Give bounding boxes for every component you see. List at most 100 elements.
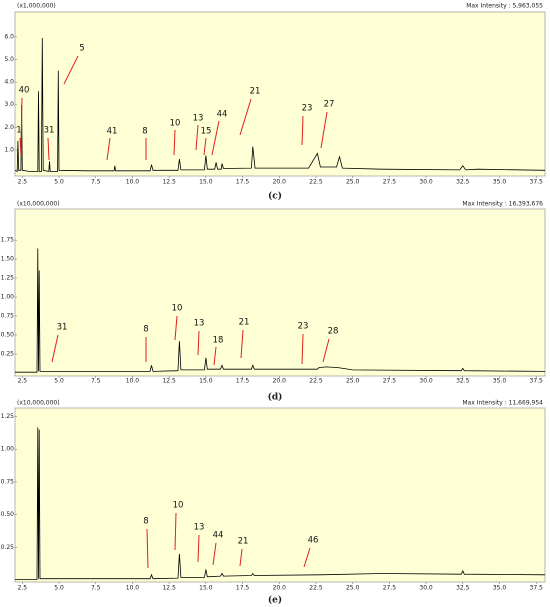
chromatogram-trace bbox=[15, 248, 546, 373]
x-tick-label: 12.5 bbox=[162, 179, 176, 186]
panel-caption: (e) bbox=[268, 595, 282, 606]
annotation-pointer bbox=[51, 334, 59, 363]
annotation-pointer bbox=[239, 98, 252, 136]
y-tick-label: 3.0 bbox=[4, 101, 14, 108]
annotation-pointer bbox=[173, 129, 176, 156]
x-tick-label: 32.5 bbox=[456, 179, 470, 186]
y-tick-label: 1.50 bbox=[1, 256, 15, 263]
annotation-pointer bbox=[211, 120, 220, 156]
x-tick-label: 2.5 bbox=[18, 179, 28, 186]
x-tick-label: 15.0 bbox=[199, 585, 213, 592]
x-tick-label: 37.5 bbox=[530, 378, 544, 385]
chromatogram-trace bbox=[14, 37, 546, 173]
annotation-pointer bbox=[301, 333, 304, 365]
y-tick-label: 1.00 bbox=[1, 446, 15, 453]
annotation-pointer bbox=[301, 115, 304, 146]
x-tick-label: 10.0 bbox=[126, 179, 140, 186]
max-intensity: Max Intensity : 16,393,676 bbox=[462, 201, 543, 208]
y-tick-label: 5.0 bbox=[4, 56, 14, 63]
x-tick-label: 25.0 bbox=[346, 585, 360, 592]
x-tick-label: 25.0 bbox=[346, 378, 360, 385]
peak-label: 44 bbox=[213, 531, 224, 541]
annotation-pointer bbox=[195, 124, 199, 151]
annotation-pointer bbox=[203, 137, 207, 156]
annotation-pointer bbox=[212, 542, 217, 566]
y-tick-label: 0.50 bbox=[1, 332, 15, 339]
peak-label: 21 bbox=[239, 318, 250, 328]
max-intensity: Max Intensity : 11,669,954 bbox=[462, 400, 543, 407]
x-tick-label: 10.0 bbox=[126, 585, 140, 592]
y-tick-label: 1.75 bbox=[1, 237, 15, 244]
y-tick-label: 0.25 bbox=[1, 544, 15, 551]
x-tick-label: 17.5 bbox=[236, 179, 250, 186]
annotation-pointer bbox=[174, 315, 178, 341]
x-tick-label: 22.5 bbox=[309, 179, 323, 186]
plot-area bbox=[14, 11, 546, 177]
y-tick-label: 1.00 bbox=[1, 294, 15, 301]
annotation-pointer bbox=[213, 346, 217, 366]
x-tick-label: 2.5 bbox=[18, 378, 28, 385]
annotation-pointer bbox=[320, 111, 328, 149]
y-tick-label: 0.75 bbox=[1, 313, 15, 320]
annotation-pointer bbox=[303, 547, 311, 568]
peak-label: 23 bbox=[302, 104, 313, 114]
x-tick-label: 22.5 bbox=[309, 585, 323, 592]
peak-label: 8 bbox=[143, 517, 148, 527]
multiplier: (x1,000,000) bbox=[17, 3, 56, 10]
chromatogram-trace bbox=[15, 427, 546, 580]
x-tick-label: 35.0 bbox=[493, 585, 507, 592]
annotation-pointer bbox=[240, 329, 244, 359]
x-tick-label: 15.0 bbox=[199, 378, 213, 385]
peak-label: 10 bbox=[173, 501, 184, 511]
peak-label: 28 bbox=[328, 327, 339, 337]
peak-label: 13 bbox=[194, 319, 205, 329]
y-tick-label: 1.25 bbox=[1, 413, 15, 420]
x-tick-label: 37.5 bbox=[530, 585, 544, 592]
x-tick-label: 7.5 bbox=[91, 585, 101, 592]
peak-label: 21 bbox=[250, 87, 261, 97]
annotation-pointer bbox=[322, 338, 330, 363]
x-tick-label: 17.5 bbox=[236, 378, 250, 385]
y-tick-label: 0.75 bbox=[1, 478, 15, 485]
annotation-pointer bbox=[63, 55, 79, 85]
x-tick-label: 30.0 bbox=[419, 179, 433, 186]
y-tick-label: 0.25 bbox=[1, 350, 15, 357]
x-tick-label: 27.5 bbox=[383, 585, 397, 592]
y-tick-label: 1.0 bbox=[4, 146, 14, 153]
annotation-pointer bbox=[239, 548, 243, 567]
annotation-pointer bbox=[20, 97, 23, 151]
peak-label: 10 bbox=[170, 119, 181, 129]
x-tick-label: 5.0 bbox=[54, 585, 64, 592]
peak-label: 5 bbox=[79, 44, 84, 54]
peak-label: 41 bbox=[107, 127, 118, 137]
multiplier: (x10,000,000) bbox=[17, 201, 60, 208]
x-tick-label: 27.5 bbox=[383, 378, 397, 385]
peak-label: 13 bbox=[193, 114, 204, 124]
peak-label: 1 bbox=[16, 126, 21, 136]
x-tick-label: 12.5 bbox=[162, 378, 176, 385]
peak-label: 40 bbox=[19, 86, 30, 96]
peak-label: 46 bbox=[308, 536, 319, 546]
x-tick-label: 27.5 bbox=[383, 179, 397, 186]
x-tick-label: 20.0 bbox=[273, 378, 287, 385]
x-tick-label: 32.5 bbox=[456, 378, 470, 385]
annotation-pointer bbox=[106, 137, 111, 161]
x-tick-label: 7.5 bbox=[91, 179, 101, 186]
x-tick-label: 37.5 bbox=[530, 179, 544, 186]
x-tick-label: 5.0 bbox=[54, 378, 64, 385]
x-tick-label: 20.0 bbox=[273, 585, 287, 592]
y-tick-label: 6.0 bbox=[4, 33, 14, 40]
x-tick-label: 7.5 bbox=[91, 378, 101, 385]
x-tick-label: 22.5 bbox=[309, 378, 323, 385]
annotation-pointer bbox=[146, 528, 149, 569]
peak-label: 8 bbox=[143, 325, 148, 335]
y-tick-label: 4.0 bbox=[4, 79, 14, 86]
multiplier: (x10,000,000) bbox=[17, 400, 60, 407]
peak-label: 21 bbox=[238, 537, 249, 547]
x-tick-label: 20.0 bbox=[273, 179, 287, 186]
peak-label: 8 bbox=[142, 127, 147, 137]
peak-label: 44 bbox=[217, 110, 228, 120]
peak-label: 18 bbox=[213, 336, 224, 346]
y-tick-label: 0.50 bbox=[1, 511, 15, 518]
